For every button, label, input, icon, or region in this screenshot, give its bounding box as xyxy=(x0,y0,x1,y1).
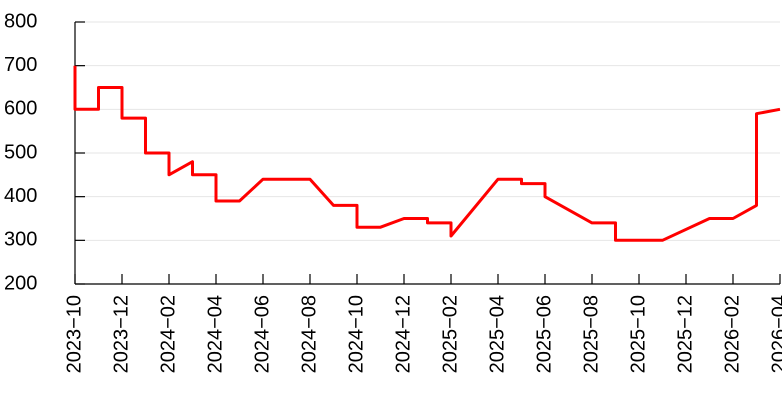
x-tick-label: 2024−04 xyxy=(204,295,226,373)
x-tick-label: 2026−02 xyxy=(721,295,743,373)
y-tick-label: 200 xyxy=(4,272,37,294)
y-tick-label: 400 xyxy=(4,185,37,207)
y-tick-label: 500 xyxy=(4,141,37,163)
x-tick-label: 2025−12 xyxy=(674,295,696,373)
x-tick-label: 2026−04 xyxy=(768,295,782,373)
x-tick-label: 2024−10 xyxy=(345,295,367,373)
x-tick-label: 2023−12 xyxy=(110,295,132,373)
y-tick-label: 300 xyxy=(4,229,37,251)
y-tick-label: 800 xyxy=(4,10,37,32)
x-tick-label: 2025−04 xyxy=(486,295,508,373)
x-tick-label: 2024−08 xyxy=(298,295,320,373)
x-tick-label: 2023−10 xyxy=(63,295,85,373)
x-tick-label: 2025−06 xyxy=(533,295,555,373)
x-tick-label: 2025−08 xyxy=(580,295,602,373)
line xyxy=(73,65,781,242)
y-tick-label: 600 xyxy=(4,98,37,120)
x-tick-label: 2025−10 xyxy=(627,295,649,373)
x-tick-label: 2025−02 xyxy=(439,295,461,373)
x-tick-label: 2024−02 xyxy=(157,295,179,373)
x-tick-label: 2024−12 xyxy=(392,295,414,373)
y-tick-label: 700 xyxy=(4,54,37,76)
x-tick-label: 2024−06 xyxy=(251,295,273,373)
